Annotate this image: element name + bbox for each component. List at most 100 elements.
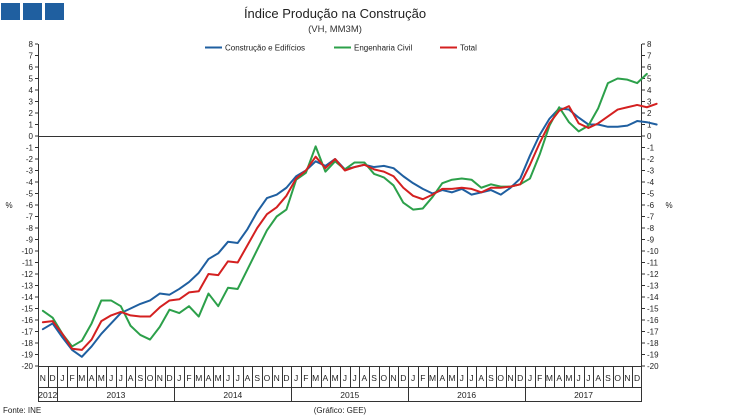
x-tick-label: N bbox=[507, 373, 513, 383]
y-tick-label-left: 7 bbox=[29, 52, 34, 61]
y-tick-label-left: -1 bbox=[26, 144, 34, 153]
y-tick-label-right: -11 bbox=[647, 259, 659, 268]
x-tick-label: N bbox=[391, 373, 397, 383]
x-tick-label: D bbox=[283, 373, 289, 383]
x-tick-label: M bbox=[429, 373, 436, 383]
month-dividers bbox=[48, 366, 633, 402]
x-tick-label: F bbox=[303, 373, 308, 383]
y-tick-label-left: -16 bbox=[21, 316, 33, 325]
y-tick-label-left: -19 bbox=[21, 351, 33, 360]
y-tick-label-left: -18 bbox=[21, 339, 33, 348]
x-tick-label: A bbox=[439, 373, 445, 383]
x-tick-label: F bbox=[420, 373, 425, 383]
x-tick-label: M bbox=[195, 373, 202, 383]
right-tick-labels: 8 7 6 5 4 3 2 1 0 -1 -2 -3 -4 -5 -6 -7 -8 -9 -10 -11 -12 -13 -… bbox=[642, 40, 659, 371]
y-tick-label-right: 7 bbox=[647, 52, 652, 61]
y-tick-label-left: 4 bbox=[29, 86, 34, 95]
x-tick-label: A bbox=[206, 373, 212, 383]
x-tick-label: J bbox=[411, 373, 415, 383]
x-tick-label: J bbox=[352, 373, 356, 383]
y-tick-label-right: -16 bbox=[647, 316, 659, 325]
y-tick-label-left: -6 bbox=[26, 201, 34, 210]
y-tick-label-right: -4 bbox=[647, 178, 655, 187]
y-tick-label-right: -20 bbox=[647, 362, 659, 371]
x-tick-label: F bbox=[186, 373, 191, 383]
graphic-credit: (Gráfico: GEE) bbox=[314, 406, 367, 415]
x-tick-label: J bbox=[236, 373, 240, 383]
y-tick-label-right: 6 bbox=[647, 63, 652, 72]
x-tick-label: A bbox=[478, 373, 484, 383]
x-tick-label: O bbox=[147, 373, 154, 383]
year-label: 2016 bbox=[457, 390, 476, 400]
x-tick-label: J bbox=[460, 373, 464, 383]
y-tick-label-right: -3 bbox=[647, 167, 655, 176]
y-tick-label-right: -2 bbox=[647, 155, 655, 164]
x-tick-label: A bbox=[362, 373, 368, 383]
y-tick-label-left: -8 bbox=[26, 224, 34, 233]
y-tick-label-right: -14 bbox=[647, 293, 659, 302]
y-tick-label-left: 8 bbox=[29, 40, 34, 49]
y-tick-label-right: -10 bbox=[647, 247, 659, 256]
x-tick-label: J bbox=[119, 373, 123, 383]
x-tick-label: D bbox=[517, 373, 523, 383]
y-tick-label-left: -5 bbox=[26, 190, 34, 199]
year-label: 2014 bbox=[223, 390, 242, 400]
x-tick-label: D bbox=[166, 373, 172, 383]
x-tick-label: J bbox=[528, 373, 532, 383]
chart-subtitle: (VH, MM3M) bbox=[308, 24, 362, 35]
y-tick-label-left: -20 bbox=[21, 362, 33, 371]
year-label: 2017 bbox=[574, 390, 593, 400]
y-tick-label-left: -12 bbox=[21, 270, 33, 279]
x-tick-label: M bbox=[78, 373, 85, 383]
year-label: 2013 bbox=[106, 390, 125, 400]
x-tick-label: M bbox=[546, 373, 553, 383]
x-tick-label: A bbox=[323, 373, 329, 383]
x-tick-label: J bbox=[177, 373, 181, 383]
y-tick-label-left: -10 bbox=[21, 247, 33, 256]
x-tick-label: J bbox=[109, 373, 113, 383]
x-tick-label: O bbox=[614, 373, 621, 383]
x-tick-label: A bbox=[556, 373, 562, 383]
y-tick-label-left: 2 bbox=[29, 109, 34, 118]
legend-label-construcao: Construção e Edifícios bbox=[225, 44, 305, 53]
x-tick-label: J bbox=[586, 373, 590, 383]
year-label: 2015 bbox=[340, 390, 359, 400]
legend-label-engenharia: Engenharia Civil bbox=[354, 44, 412, 53]
x-tick-label: A bbox=[245, 373, 251, 383]
legend-label-total: Total bbox=[460, 44, 477, 53]
series-lines bbox=[41, 72, 658, 358]
x-tick-label: O bbox=[381, 373, 388, 383]
x-tick-label: J bbox=[469, 373, 473, 383]
y-tick-label-right: 0 bbox=[647, 132, 652, 141]
x-tick-label: N bbox=[40, 373, 46, 383]
x-tick-label: M bbox=[332, 373, 339, 383]
x-tick-label: J bbox=[226, 373, 230, 383]
x-tick-label: J bbox=[577, 373, 581, 383]
y-tick-label-left: -17 bbox=[21, 328, 33, 337]
y-tick-label-left: -3 bbox=[26, 167, 34, 176]
y-tick-label-right: -15 bbox=[647, 305, 659, 314]
y-tick-label-right: -13 bbox=[647, 282, 659, 291]
x-tick-label: F bbox=[69, 373, 74, 383]
y-tick-label-right: -6 bbox=[647, 201, 655, 210]
x-tick-label: F bbox=[537, 373, 542, 383]
left-tick-labels: 8 7 6 5 4 3 2 1 0 -1 -2 -3 -4 -5 -6 -7 -8 -9 -10 -11 -12 -13 -… bbox=[21, 40, 38, 371]
x-tick-label: N bbox=[157, 373, 163, 383]
y-tick-label-right: -1 bbox=[647, 144, 655, 153]
x-tick-label: A bbox=[595, 373, 601, 383]
y-tick-label-right: -12 bbox=[647, 270, 659, 279]
y-tick-label-left: 0 bbox=[29, 132, 34, 141]
y-tick-label-left: 3 bbox=[29, 98, 34, 107]
x-tick-label: J bbox=[343, 373, 347, 383]
y-tick-label-right: 8 bbox=[647, 40, 652, 49]
chart-title: Índice Produção na Construção bbox=[244, 6, 426, 21]
x-tick-label: A bbox=[89, 373, 95, 383]
series-line-2 bbox=[41, 102, 658, 351]
y-tick-label-right: -5 bbox=[647, 190, 655, 199]
x-tick-label: O bbox=[264, 373, 271, 383]
y-tick-label-right: 4 bbox=[647, 86, 652, 95]
y-tick-label-left: -15 bbox=[21, 305, 33, 314]
legend: Construção e Edifícios Engenharia Civil … bbox=[205, 44, 477, 53]
x-tick-label: M bbox=[312, 373, 319, 383]
